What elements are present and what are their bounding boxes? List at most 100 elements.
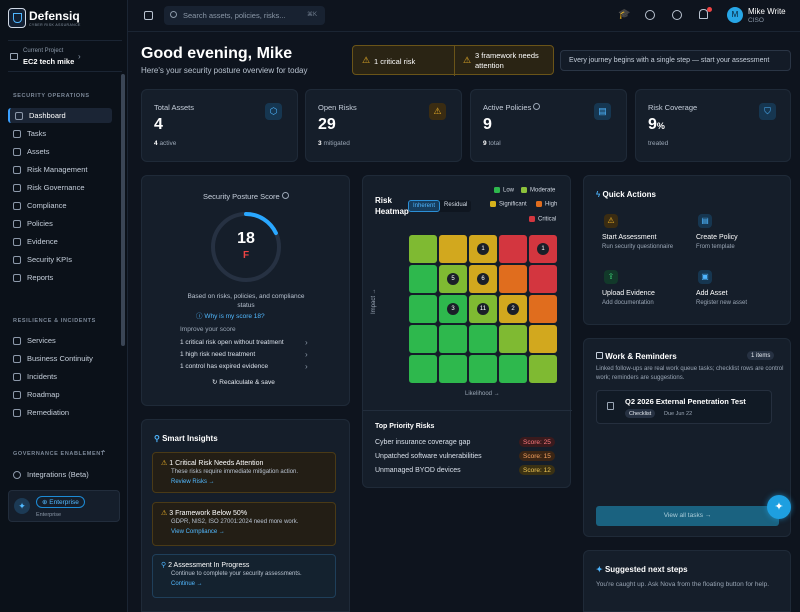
next-steps-title: ✦ Suggested next steps [596, 565, 688, 574]
quick-actions-card: ϟ Quick Actions ⚠ Start Assessment Run s… [583, 175, 791, 325]
heatmap-cell[interactable] [529, 325, 557, 353]
heatmap-cell[interactable] [439, 235, 467, 263]
legend-swatch [529, 216, 535, 222]
insight-assessment: ⚲ 2 Assessment In Progress Continue to c… [152, 554, 336, 598]
priority-risk-name[interactable]: Cyber insurance coverage gap [375, 439, 471, 446]
heatmap-cell[interactable] [409, 325, 437, 353]
improve-item[interactable]: 1 control has expired evidence [180, 363, 269, 370]
tab-residual[interactable]: Residual [444, 202, 468, 208]
heatmap-cell[interactable]: 5 [439, 265, 467, 293]
sidebar: Defensiq CYBER RISK ASSURANCE Current Pr… [0, 0, 128, 612]
posture-card: Security Posture Score 18 F Based on ris… [141, 175, 350, 406]
heatmap-cell[interactable] [409, 235, 437, 263]
heatmap-cell[interactable]: 3 [439, 295, 467, 323]
review-risks-link[interactable]: Review Risks → [171, 479, 215, 485]
heatmap-cell[interactable]: 11 [469, 295, 497, 323]
sidebar-item-security-kpis[interactable]: Security KPIs [8, 252, 112, 267]
sidebar-item-dashboard[interactable]: Dashboard [8, 108, 112, 123]
view-compliance-link[interactable]: View Compliance → [171, 529, 225, 535]
sidebar-item-assets[interactable]: Assets [8, 144, 112, 159]
search-input[interactable]: Search assets, policies, risks... ⌘K [164, 6, 325, 25]
recalculate-button[interactable]: ↻ Recalculate & save [212, 379, 275, 386]
refresh-icon [13, 354, 21, 363]
heatmap-cell[interactable] [499, 355, 527, 383]
heatmap-cell-count: 3 [447, 303, 459, 315]
project-selector[interactable]: Current Project EC2 tech mike › [8, 40, 122, 72]
sidebar-item-integrations[interactable]: Integrations (Beta) [8, 467, 112, 482]
sidebar-item-policies[interactable]: Policies [8, 216, 112, 231]
avatar[interactable]: M [727, 7, 743, 23]
project-icon [10, 53, 18, 60]
start-assessment-button[interactable]: ⚠ Start Assessment Run security question… [602, 214, 674, 250]
upload-evidence-button[interactable]: ⇪ Upload Evidence Add documentation [602, 270, 655, 306]
stat-title: Active Policies [483, 103, 541, 112]
heatmap-cell[interactable] [439, 325, 467, 353]
heatmap-cell[interactable] [529, 295, 557, 323]
priority-risk-name[interactable]: Unmanaged BYOD devices [375, 467, 461, 474]
heatmap-cell[interactable] [439, 355, 467, 383]
stat-card-total-assets[interactable]: Total Assets 4 4 active ⬡ [141, 89, 298, 162]
sidebar-item-evidence[interactable]: Evidence [8, 234, 112, 249]
sidebar-scrollbar[interactable] [121, 74, 125, 346]
priority-title: Top Priority Risks [375, 423, 435, 430]
sidebar-item-tasks[interactable]: Tasks [8, 126, 112, 141]
heatmap-cell[interactable] [409, 355, 437, 383]
heatmap-cell[interactable] [499, 265, 527, 293]
heatmap-cell[interactable] [409, 265, 437, 293]
stat-value: 4 [154, 116, 163, 133]
sidebar-item-risk-governance[interactable]: Risk Governance [8, 180, 112, 195]
user-name[interactable]: Mike Write [748, 7, 786, 16]
heatmap-cell[interactable]: 2 [499, 295, 527, 323]
legend-swatch [521, 187, 527, 193]
chevron-up-icon[interactable]: ⌃ [100, 449, 107, 458]
sidebar-item-reports[interactable]: Reports [8, 270, 112, 285]
heatmap-cell[interactable] [529, 265, 557, 293]
plan-box[interactable]: ✦ ⊕ Enterprise Enterprise [8, 490, 120, 522]
smart-insights-card: ⚲ Smart Insights ⚠ 1 Critical Risk Needs… [141, 419, 350, 612]
priority-risk-name[interactable]: Unpatched software vulnerabilities [375, 453, 482, 460]
y-axis-label: Impact → [371, 288, 377, 314]
heatmap-cell[interactable] [499, 235, 527, 263]
critical-risk-alert[interactable]: 1 critical risk [374, 57, 416, 66]
heatmap-cell[interactable] [469, 325, 497, 353]
sidebar-item-incidents[interactable]: Incidents [8, 369, 112, 384]
graduation-cap-icon[interactable]: 🎓 [618, 9, 631, 20]
heatmap-cell[interactable]: 1 [469, 235, 497, 263]
heatmap-title: Risk Heatmap [375, 196, 409, 216]
create-policy-button[interactable]: ▤ Create Policy From template [696, 214, 738, 250]
insight-critical-risk: ⚠ 1 Critical Risk Needs Attention These … [152, 452, 336, 493]
improve-label: Improve your score [180, 326, 236, 333]
help-icon[interactable] [645, 10, 655, 20]
bell-icon[interactable] [699, 9, 708, 19]
sidebar-item-compliance[interactable]: Compliance [8, 198, 112, 213]
heatmap-cell[interactable]: 1 [529, 235, 557, 263]
database-icon [13, 147, 21, 156]
heatmap-cell[interactable] [529, 355, 557, 383]
sidebar-item-services[interactable]: Services [8, 333, 112, 348]
improve-item[interactable]: 1 critical risk open without treatment [180, 339, 284, 346]
heatmap-cell[interactable] [499, 325, 527, 353]
heatmap-cell[interactable] [409, 295, 437, 323]
continue-link[interactable]: Continue → [171, 581, 203, 587]
task-item[interactable]: Q2 2026 External Penetration Test Checkl… [596, 390, 772, 424]
improve-item[interactable]: 1 high risk need treatment [180, 351, 256, 358]
sidebar-item-risk-management[interactable]: Risk Management [8, 162, 112, 177]
tab-inherent[interactable]: Inherent [408, 200, 441, 212]
stat-card-risk-coverage[interactable]: Risk Coverage 9% treated ⛉ [635, 89, 791, 162]
globe-icon[interactable] [672, 10, 682, 20]
sidebar-item-remediation[interactable]: Remediation [8, 405, 112, 420]
heatmap-cell[interactable] [469, 355, 497, 383]
framework-alert[interactable]: 3 framework needs attention [475, 51, 539, 70]
heatmap-cell[interactable]: 6 [469, 265, 497, 293]
stat-card-active-policies[interactable]: Active Policies 9 9 total ▤ [470, 89, 627, 162]
page-title: Good evening, Mike [141, 45, 293, 62]
why-score-link[interactable]: ⓘ Why is my score 18? [196, 313, 265, 320]
stat-card-open-risks[interactable]: Open Risks 29 3 mitigated ⚠ [305, 89, 462, 162]
view-all-tasks-button[interactable]: View all tasks → [596, 506, 779, 526]
sidebar-item-business-continuity[interactable]: Business Continuity [8, 351, 112, 366]
sidebar-item-roadmap[interactable]: Roadmap [8, 387, 112, 402]
nova-assistant-button[interactable]: ✦ [767, 495, 791, 519]
sidebar-toggle-icon[interactable] [144, 11, 153, 20]
stat-title: Open Risks [318, 103, 357, 112]
add-asset-button[interactable]: ▣ Add Asset Register new asset [696, 270, 748, 306]
